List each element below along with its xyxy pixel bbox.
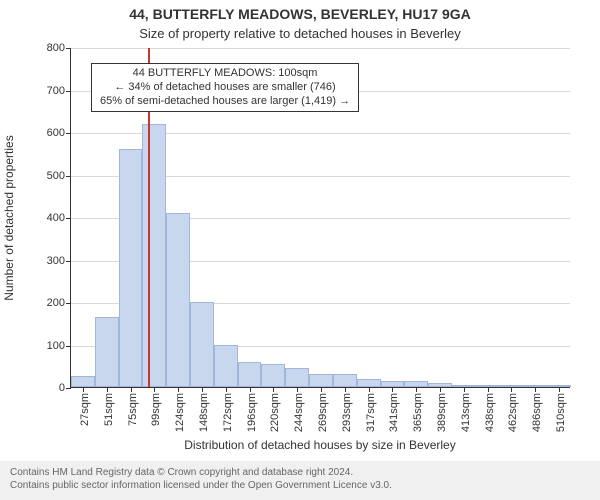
plot-area: 010020030040050060070080027sqm51sqm75sqm… (70, 48, 570, 388)
xtick-mark (250, 387, 251, 392)
xtick-label: 75sqm (127, 393, 139, 426)
ytick-label: 0 (59, 382, 65, 394)
chart-title-address: 44, BUTTERFLY MEADOWS, BEVERLEY, HU17 9G… (0, 6, 600, 22)
ytick-mark (66, 91, 71, 92)
ytick-label: 800 (47, 42, 65, 54)
x-axis-label: Distribution of detached houses by size … (70, 438, 570, 452)
xtick-mark (273, 387, 274, 392)
histogram-bar (166, 213, 190, 387)
gridline (71, 48, 570, 49)
figure: 44, BUTTERFLY MEADOWS, BEVERLEY, HU17 9G… (0, 0, 600, 500)
xtick-label: 293sqm (341, 393, 353, 432)
xtick-mark (202, 387, 203, 392)
xtick-label: 220sqm (269, 393, 281, 432)
annotation-line-smaller: ← 34% of detached houses are smaller (74… (100, 81, 350, 95)
xtick-label: 196sqm (246, 393, 258, 432)
annotation-box: 44 BUTTERFLY MEADOWS: 100sqm ← 34% of de… (91, 63, 359, 112)
xtick-mark (345, 387, 346, 392)
histogram-bar (190, 302, 214, 387)
ytick-mark (66, 388, 71, 389)
ytick-mark (66, 218, 71, 219)
xtick-label: 462sqm (507, 393, 519, 432)
histogram-bar (142, 124, 166, 388)
ytick-label: 300 (47, 255, 65, 267)
xtick-label: 148sqm (198, 393, 210, 432)
xtick-mark (559, 387, 560, 392)
ytick-label: 500 (47, 170, 65, 182)
histogram-bar (357, 379, 381, 387)
footer-attribution: Contains HM Land Registry data © Crown c… (0, 461, 600, 500)
ytick-mark (66, 261, 71, 262)
histogram-bar (333, 374, 357, 387)
ytick-mark (66, 48, 71, 49)
xtick-label: 413sqm (460, 393, 472, 432)
histogram-bar (214, 345, 238, 388)
ytick-mark (66, 176, 71, 177)
xtick-mark (488, 387, 489, 392)
ytick-mark (66, 346, 71, 347)
histogram-bar (238, 362, 262, 388)
annotation-line-property: 44 BUTTERFLY MEADOWS: 100sqm (100, 67, 350, 81)
xtick-label: 510sqm (555, 393, 567, 432)
xtick-mark (392, 387, 393, 392)
xtick-mark (154, 387, 155, 392)
histogram-bar (95, 317, 119, 387)
xtick-mark (131, 387, 132, 392)
y-axis-label: Number of detached properties (2, 135, 16, 300)
xtick-mark (440, 387, 441, 392)
ytick-label: 200 (47, 297, 65, 309)
histogram-bar (71, 376, 95, 387)
histogram-bar (261, 364, 285, 387)
ytick-label: 100 (47, 340, 65, 352)
xtick-label: 438sqm (484, 393, 496, 432)
xtick-label: 172sqm (222, 393, 234, 432)
histogram-bar (119, 149, 143, 387)
xtick-label: 244sqm (293, 393, 305, 432)
xtick-mark (297, 387, 298, 392)
footer-line1: Contains HM Land Registry data © Crown c… (10, 467, 590, 480)
xtick-mark (321, 387, 322, 392)
xtick-label: 51sqm (103, 393, 115, 426)
histogram-bar (285, 368, 309, 387)
xtick-label: 269sqm (317, 393, 329, 432)
ytick-label: 400 (47, 212, 65, 224)
ytick-mark (66, 303, 71, 304)
xtick-mark (83, 387, 84, 392)
annotation-line-larger: 65% of semi-detached houses are larger (… (100, 95, 350, 109)
xtick-mark (464, 387, 465, 392)
xtick-mark (226, 387, 227, 392)
ytick-label: 600 (47, 127, 65, 139)
xtick-label: 317sqm (365, 393, 377, 432)
xtick-label: 341sqm (388, 393, 400, 432)
histogram-bar (309, 374, 333, 387)
xtick-mark (511, 387, 512, 392)
ytick-mark (66, 133, 71, 134)
xtick-label: 486sqm (531, 393, 543, 432)
xtick-label: 99sqm (150, 393, 162, 426)
xtick-mark (178, 387, 179, 392)
xtick-label: 27sqm (79, 393, 91, 426)
ytick-label: 700 (47, 85, 65, 97)
chart-title-description: Size of property relative to detached ho… (0, 26, 600, 41)
xtick-mark (535, 387, 536, 392)
xtick-mark (107, 387, 108, 392)
xtick-mark (369, 387, 370, 392)
xtick-label: 365sqm (412, 393, 424, 432)
xtick-label: 389sqm (436, 393, 448, 432)
xtick-mark (416, 387, 417, 392)
xtick-label: 124sqm (174, 393, 186, 432)
footer-line2: Contains public sector information licen… (10, 480, 590, 493)
